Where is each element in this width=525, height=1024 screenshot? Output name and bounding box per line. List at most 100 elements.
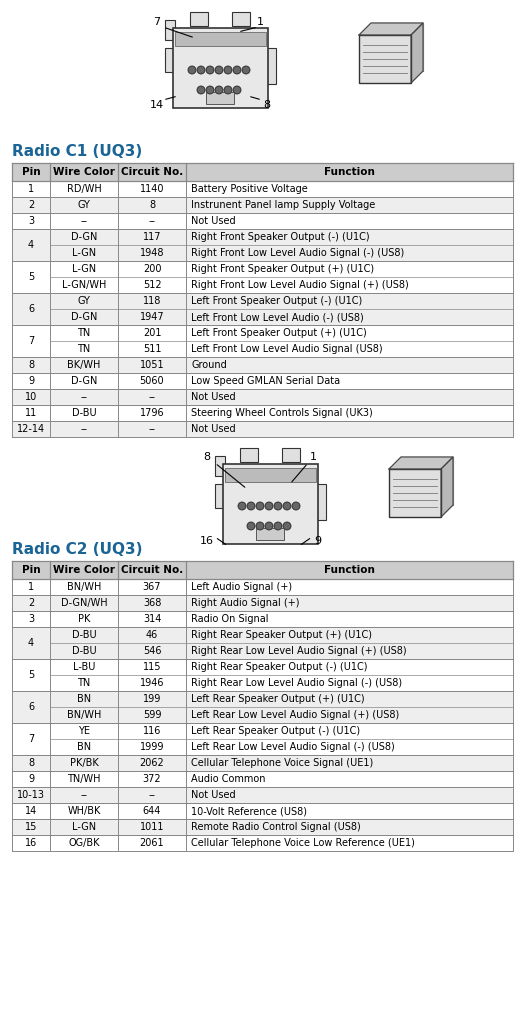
Text: 1051: 1051 (140, 360, 164, 370)
Text: L-GN: L-GN (72, 248, 96, 258)
FancyBboxPatch shape (12, 595, 513, 611)
Circle shape (283, 502, 291, 510)
Polygon shape (411, 23, 423, 83)
FancyBboxPatch shape (12, 373, 513, 389)
Text: 1796: 1796 (140, 408, 164, 418)
FancyBboxPatch shape (12, 659, 513, 691)
Circle shape (215, 67, 223, 74)
Text: BN: BN (77, 694, 91, 705)
Text: 14: 14 (150, 100, 164, 110)
FancyBboxPatch shape (266, 48, 276, 84)
Text: Remote Radio Control Signal (US8): Remote Radio Control Signal (US8) (191, 822, 361, 831)
FancyBboxPatch shape (401, 457, 453, 505)
Text: D-BU: D-BU (72, 408, 96, 418)
Text: Battery Positive Voltage: Battery Positive Voltage (191, 184, 308, 194)
FancyBboxPatch shape (12, 389, 513, 406)
Text: 15: 15 (25, 822, 37, 831)
FancyBboxPatch shape (12, 803, 513, 819)
Circle shape (233, 67, 241, 74)
Text: TN/WH: TN/WH (67, 774, 101, 784)
Text: 201: 201 (143, 328, 161, 338)
Text: Radio C2 (UQ3): Radio C2 (UQ3) (12, 542, 142, 557)
Circle shape (215, 86, 223, 94)
FancyBboxPatch shape (12, 406, 513, 421)
Text: D-BU: D-BU (72, 646, 96, 656)
FancyBboxPatch shape (215, 456, 225, 476)
FancyBboxPatch shape (240, 449, 258, 462)
Circle shape (188, 67, 196, 74)
Text: 1140: 1140 (140, 184, 164, 194)
Text: 644: 644 (143, 806, 161, 816)
FancyBboxPatch shape (12, 261, 513, 293)
Text: Left Rear Low Level Audio Signal (+) (US8): Left Rear Low Level Audio Signal (+) (US… (191, 710, 399, 720)
Text: 6: 6 (28, 304, 34, 314)
Text: Left Rear Speaker Output (+) (U1C): Left Rear Speaker Output (+) (U1C) (191, 694, 365, 705)
Text: --: -- (80, 790, 88, 800)
Circle shape (274, 522, 282, 529)
FancyBboxPatch shape (164, 20, 174, 40)
Text: 9: 9 (314, 536, 321, 546)
Circle shape (197, 86, 205, 94)
Text: Right Rear Speaker Output (-) (U1C): Right Rear Speaker Output (-) (U1C) (191, 662, 368, 672)
FancyBboxPatch shape (12, 579, 513, 595)
Text: Wire Color: Wire Color (53, 167, 115, 177)
Text: Right Front Low Level Audio Signal (-) (US8): Right Front Low Level Audio Signal (-) (… (191, 248, 404, 258)
FancyBboxPatch shape (359, 35, 411, 83)
Text: Instrunent Panel lamp Supply Voltage: Instrunent Panel lamp Supply Voltage (191, 200, 375, 210)
Text: --: -- (80, 392, 88, 402)
FancyBboxPatch shape (12, 421, 513, 437)
Text: Left Front Speaker Output (+) (U1C): Left Front Speaker Output (+) (U1C) (191, 328, 367, 338)
Text: 314: 314 (143, 614, 161, 624)
Text: L-GN/WH: L-GN/WH (62, 280, 106, 290)
Text: 10-13: 10-13 (17, 790, 45, 800)
Text: 1: 1 (28, 582, 34, 592)
Polygon shape (389, 457, 453, 469)
Text: 599: 599 (143, 710, 161, 720)
Text: D-GN: D-GN (71, 376, 97, 386)
Text: 8: 8 (264, 100, 270, 110)
Text: TN: TN (77, 678, 91, 688)
Text: Left Audio Signal (+): Left Audio Signal (+) (191, 582, 292, 592)
Text: WH/BK: WH/BK (67, 806, 101, 816)
Circle shape (238, 502, 246, 510)
Text: 118: 118 (143, 296, 161, 306)
Text: Wire Color: Wire Color (53, 565, 115, 575)
Text: 546: 546 (143, 646, 161, 656)
Text: GY: GY (78, 200, 90, 210)
FancyBboxPatch shape (12, 561, 513, 579)
Text: 16: 16 (25, 838, 37, 848)
Circle shape (206, 86, 214, 94)
Text: Right Rear Low Level Audio Signal (-) (US8): Right Rear Low Level Audio Signal (-) (U… (191, 678, 402, 688)
FancyBboxPatch shape (12, 181, 513, 197)
Circle shape (292, 502, 300, 510)
Text: Right Rear Speaker Output (+) (U1C): Right Rear Speaker Output (+) (U1C) (191, 630, 372, 640)
Text: Left Rear Low Level Audio Signal (-) (US8): Left Rear Low Level Audio Signal (-) (US… (191, 742, 395, 752)
FancyBboxPatch shape (12, 229, 513, 261)
Text: 10-Volt Reference (US8): 10-Volt Reference (US8) (191, 806, 307, 816)
Text: 1946: 1946 (140, 678, 164, 688)
Text: TN: TN (77, 328, 91, 338)
Circle shape (242, 67, 250, 74)
Text: Low Speed GMLAN Serial Data: Low Speed GMLAN Serial Data (191, 376, 340, 386)
Text: Circuit No.: Circuit No. (121, 565, 183, 575)
Circle shape (265, 522, 273, 529)
FancyBboxPatch shape (12, 197, 513, 213)
Text: Left Front Low Level Audio (-) (US8): Left Front Low Level Audio (-) (US8) (191, 312, 364, 322)
Text: 9: 9 (28, 376, 34, 386)
Text: 117: 117 (143, 232, 161, 242)
Text: 2061: 2061 (140, 838, 164, 848)
Text: 199: 199 (143, 694, 161, 705)
Text: 5: 5 (28, 272, 34, 282)
Text: 6: 6 (28, 702, 34, 712)
FancyBboxPatch shape (12, 213, 513, 229)
Text: D-GN/WH: D-GN/WH (61, 598, 107, 608)
Text: 8: 8 (28, 758, 34, 768)
Text: Function: Function (324, 167, 375, 177)
Circle shape (256, 502, 264, 510)
Text: 10: 10 (25, 392, 37, 402)
Text: 14: 14 (25, 806, 37, 816)
Text: Left Rear Speaker Output (-) (U1C): Left Rear Speaker Output (-) (U1C) (191, 726, 360, 736)
Text: 3: 3 (28, 216, 34, 226)
Circle shape (224, 67, 232, 74)
Text: 368: 368 (143, 598, 161, 608)
